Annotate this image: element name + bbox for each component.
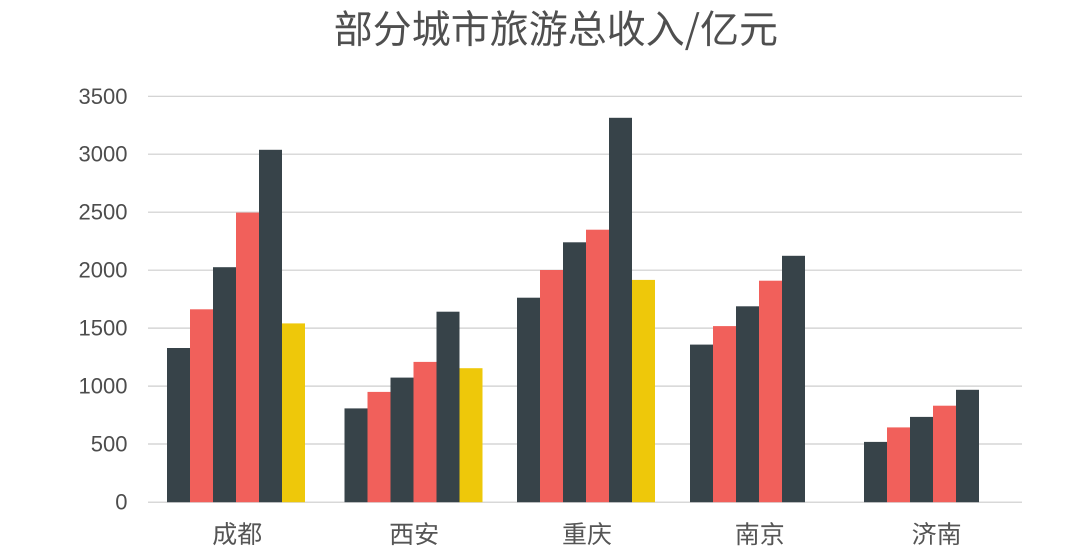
svg-text:2000: 2000: [79, 258, 128, 283]
svg-text:1000: 1000: [79, 374, 128, 399]
svg-text:0: 0: [115, 490, 127, 515]
svg-text:2500: 2500: [79, 200, 128, 225]
svg-text:1500: 1500: [79, 316, 128, 341]
svg-text:500: 500: [91, 432, 128, 457]
svg-text:3500: 3500: [79, 84, 128, 109]
svg-text:3000: 3000: [79, 142, 128, 167]
